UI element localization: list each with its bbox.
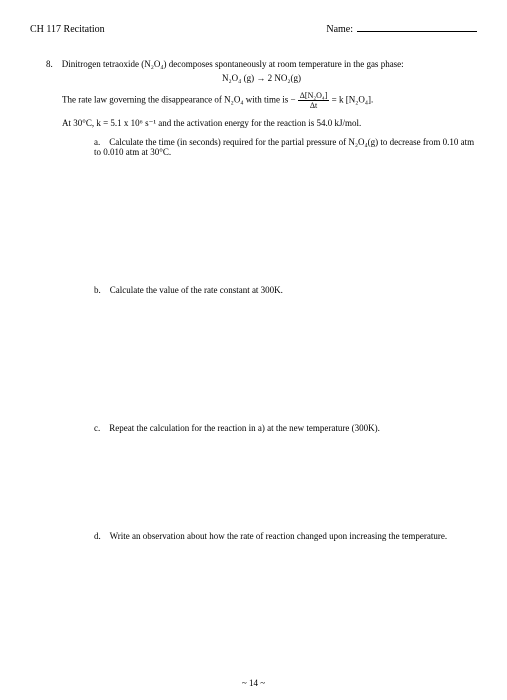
part-d: d. Write an observation about how the ra… — [94, 531, 477, 541]
part-a-letter: a. — [94, 137, 100, 147]
page-header: CH 117 Recitation Name: — [30, 24, 477, 35]
page-number: ~ 14 ~ — [0, 678, 507, 688]
name-label: Name: — [326, 24, 353, 35]
part-d-letter: d. — [94, 531, 101, 541]
part-a-text: Calculate the time (in seconds) required… — [94, 137, 474, 157]
question-intro: Dinitrogen tetraoxide (N₂O₄) decomposes … — [62, 59, 404, 69]
workspace-a — [46, 157, 477, 277]
question-8: 8. Dinitrogen tetraoxide (N₂O₄) decompos… — [46, 59, 477, 541]
part-c: c. Repeat the calculation for the reacti… — [94, 423, 477, 433]
part-d-text: Write an observation about how the rate … — [110, 531, 448, 541]
question-number: 8. — [46, 59, 53, 69]
workspace-c — [46, 433, 477, 523]
part-b: b. Calculate the value of the rate const… — [94, 285, 477, 295]
rate-law-fraction: Δ[N₂O₄] Δt — [298, 91, 330, 110]
part-c-text: Repeat the calculation for the reaction … — [109, 423, 380, 433]
part-b-text: Calculate the value of the rate constant… — [110, 285, 283, 295]
workspace-b — [46, 295, 477, 415]
rate-law-prefix: The rate law governing the disappearance… — [62, 95, 296, 105]
rate-law-line: The rate law governing the disappearance… — [62, 91, 477, 110]
part-a: a. Calculate the time (in seconds) requi… — [94, 137, 477, 157]
fraction-numerator: Δ[N₂O₄] — [298, 91, 330, 101]
course-title: CH 117 Recitation — [30, 24, 105, 35]
name-field: Name: — [326, 24, 477, 35]
question-intro-line: 8. Dinitrogen tetraoxide (N₂O₄) decompos… — [46, 59, 477, 69]
chemical-equation: N₂O₄ (g) → 2 NO₂(g) — [46, 73, 477, 83]
part-b-letter: b. — [94, 285, 101, 295]
rate-law-suffix: = k [N₂O₄]. — [332, 95, 374, 105]
conditions-line: At 30°C, k = 5.1 x 10⁶ s⁻¹ and the activ… — [62, 118, 477, 129]
part-c-letter: c. — [94, 423, 100, 433]
name-blank-line — [357, 31, 477, 32]
fraction-denominator: Δt — [298, 101, 330, 110]
